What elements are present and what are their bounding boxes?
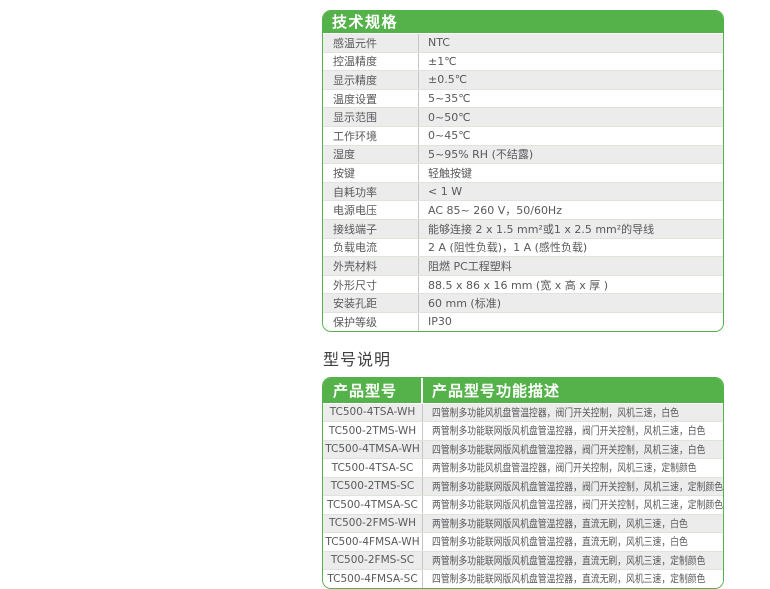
spec-row-value: 60 mm (标准) [428, 297, 502, 311]
model-table-row: TC500-4FMSA-SC 四管制多功能联网版风机盘管温控器，直流无刷，风机三… [323, 569, 723, 588]
model-row-desc-cell: 四管制多功能风机盘管温控器，阀门开关控制，风机三速，白色 [423, 404, 723, 422]
spec-row-label: 自耗功率 [323, 182, 419, 201]
spec-row-value: NTC [428, 36, 450, 50]
model-row-desc-cell: 两管制多功能联网版风机盘管温控器，阀门开关控制，风机三速，定制颜色 [423, 496, 723, 514]
spec-row-label: 外壳材料 [323, 257, 419, 275]
model-row-desc: 四管制多功能联网版风机盘管温控器，直流无刷，风机三速，白色 [432, 536, 688, 549]
spec-row-label: 显示范围 [323, 108, 419, 126]
spec-row-label: 显示精度 [323, 71, 419, 89]
model-table-row: TC500-4TMSA-WH 四管制多功能联网版风机盘管温控器，阀门开关控制，风… [323, 439, 723, 459]
model-table-row: TC500-2FMS-WH 两管制多功能联网版风机盘管温控器，直流无刷，风机三速… [323, 513, 723, 533]
spec-row-label: 控温精度 [323, 52, 419, 71]
model-row-model: TC500-4TMSA-SC [323, 496, 423, 514]
spec-table-row: 湿度 5~95% RH (不结露) [323, 144, 723, 164]
spec-table-row: 工作环境 0~45℃ [323, 125, 723, 145]
model-row-model: TC500-2TMS-SC [323, 477, 423, 495]
model-row-desc: 两管制多功能联网版风机盘管温控器，直流无刷，风机三速，定制颜色 [432, 554, 706, 567]
spec-row-value: IP30 [428, 315, 452, 329]
spec-table-row: 安装孔距 60 mm (标准) [323, 293, 723, 312]
spec-table-row: 自耗功率 < 1 W [323, 181, 723, 201]
spec-row-label: 感温元件 [323, 34, 419, 52]
spec-table-row: 温度设置 5~35℃ [323, 88, 723, 108]
model-row-desc: 四管制多功能联网版风机盘管温控器，阀门开关控制，风机三速，白色 [432, 443, 706, 456]
model-table-row: TC500-4TSA-SC 两管制多功能风机盘管温控器，阀门开关控制，风机三速，… [323, 458, 723, 477]
model-row-desc: 四管制多功能风机盘管温控器，阀门开关控制，风机三速，白色 [432, 406, 679, 419]
spec-table-row: 外形尺寸 88.5 x 86 x 16 mm (宽 x 高 x 厚 ) [323, 274, 723, 294]
model-table: 产品型号 产品型号功能描述 TC500-4TSA-WH 四管制多功能风机盘管温控… [322, 376, 724, 589]
model-row-desc: 两管制多功能联网版风机盘管温控器，阀门开关控制，风机三速，白色 [432, 425, 706, 438]
spec-table-row: 保护等级 IP30 [323, 311, 723, 331]
spec-row-value: ±1℃ [428, 54, 457, 68]
model-row-desc: 两管制多功能风机盘管温控器，阀门开关控制，风机三速，定制颜色 [432, 462, 697, 475]
spec-row-value: 轻触按键 [428, 166, 472, 180]
spec-table-row: 显示范围 0~50℃ [323, 107, 723, 126]
spec-table: 技术规格 感温元件 NTC 控温精度 ±1℃ 显示精度 ±0.5℃ 温度设置 5… [322, 10, 724, 332]
model-table-row: TC500-4FMSA-WH 四管制多功能联网版风机盘管温控器，直流无刷，风机三… [323, 532, 723, 551]
model-row-desc: 两管制多功能联网版风机盘管温控器，直流无刷，风机三速，白色 [432, 517, 688, 530]
spec-row-value: < 1 W [428, 185, 463, 199]
model-row-desc-cell: 两管制多功能联网版风机盘管温控器，直流无刷，风机三速，白色 [423, 515, 723, 533]
spec-row-value: 0~45℃ [428, 129, 471, 143]
spec-row-value: 阻燃 PC工程塑料 [428, 259, 512, 273]
spec-row-value: 88.5 x 86 x 16 mm (宽 x 高 x 厚 ) [428, 278, 609, 292]
spec-table-row: 负载电流 2 A (阻性负载)，1 A (感性负载) [323, 237, 723, 257]
spec-row-label: 工作环境 [323, 126, 419, 145]
model-row-model: TC500-2FMS-WH [323, 514, 423, 532]
spec-row-value: ±0.5℃ [428, 73, 468, 87]
spec-row-label: 负载电流 [323, 238, 419, 257]
spec-row-label: 按键 [323, 164, 419, 182]
spec-row-value: AC 85~ 260 V，50/60Hz [428, 204, 562, 218]
spec-row-label: 电源电压 [323, 201, 419, 219]
spec-table-row: 外壳材料 阻燃 PC工程塑料 [323, 256, 723, 275]
model-row-desc-cell: 四管制多功能联网版风机盘管温控器，直流无刷，风机三速，白色 [423, 533, 723, 551]
spec-row-value: 0~50℃ [428, 110, 471, 124]
model-header-product-model: 产品型号 [323, 377, 423, 403]
spec-row-label: 接线端子 [323, 219, 419, 238]
model-row-desc-cell: 四管制多功能联网版风机盘管温控器，直流无刷，风机三速，定制颜色 [423, 570, 723, 588]
model-table-row: TC500-4TMSA-SC 两管制多功能联网版风机盘管温控器，阀门开关控制，风… [323, 495, 723, 514]
model-row-model: TC500-4FMSA-WH [323, 533, 423, 551]
model-row-desc-cell: 两管制多功能联网版风机盘管温控器，阀门开关控制，风机三速，白色 [423, 422, 723, 440]
spec-table-title: 技术规格 [323, 11, 723, 33]
content-column: 技术规格 感温元件 NTC 控温精度 ±1℃ 显示精度 ±0.5℃ 温度设置 5… [322, 10, 724, 589]
model-table-rows: TC500-4TSA-WH 四管制多功能风机盘管温控器，阀门开关控制，风机三速，… [323, 402, 723, 588]
spec-table-row: 按键 轻触按键 [323, 163, 723, 182]
model-row-model: TC500-2FMS-SC [323, 551, 423, 569]
model-row-desc-cell: 两管制多功能联网版风机盘管温控器，阀门开关控制，风机三速，定制颜色 [423, 478, 723, 496]
spec-row-label: 保护等级 [323, 312, 419, 331]
model-row-desc: 两管制多功能联网版风机盘管温控器，阀门开关控制，风机三速，定制颜色 [432, 499, 723, 512]
model-table-row: TC500-2FMS-SC 两管制多功能联网版风机盘管温控器，直流无刷，风机三速… [323, 550, 723, 570]
spec-row-value: 能够连接 2 x 1.5 mm²或1 x 2.5 mm²的导线 [428, 222, 655, 236]
spec-row-label: 安装孔距 [323, 294, 419, 312]
spec-table-row: 电源电压 AC 85~ 260 V，50/60Hz [323, 200, 723, 219]
model-row-model: TC500-2TMS-WH [323, 422, 423, 440]
model-row-model: TC500-4TMSA-WH [323, 440, 423, 458]
model-table-row: TC500-2TMS-WH 两管制多功能联网版风机盘管温控器，阀门开关控制，风机… [323, 421, 723, 440]
model-table-row: TC500-4TSA-WH 四管制多功能风机盘管温控器，阀门开关控制，风机三速，… [323, 402, 723, 422]
model-row-desc-cell: 两管制多功能联网版风机盘管温控器，直流无刷，风机三速，定制颜色 [423, 552, 723, 570]
model-row-desc: 两管制多功能联网版风机盘管温控器，阀门开关控制，风机三速，定制颜色 [432, 480, 723, 493]
spec-table-row: 接线端子 能够连接 2 x 1.5 mm²或1 x 2.5 mm²的导线 [323, 218, 723, 238]
spec-row-label: 温度设置 [323, 89, 419, 108]
model-header-function-description: 产品型号功能描述 [432, 381, 561, 400]
model-table-header: 产品型号 产品型号功能描述 [323, 377, 723, 403]
spec-table-row: 显示精度 ±0.5℃ [323, 70, 723, 89]
model-row-desc-cell: 两管制多功能风机盘管温控器，阀门开关控制，风机三速，定制颜色 [423, 459, 723, 477]
spec-row-label: 湿度 [323, 145, 419, 164]
spec-table-row: 感温元件 NTC [323, 33, 723, 52]
model-row-model: TC500-4TSA-SC [323, 459, 423, 477]
spec-row-value: 2 A (阻性负载)，1 A (感性负载) [428, 241, 588, 255]
model-row-desc: 四管制多功能联网版风机盘管温控器，直流无刷，风机三速，定制颜色 [432, 573, 706, 586]
spec-table-rows: 感温元件 NTC 控温精度 ±1℃ 显示精度 ±0.5℃ 温度设置 5~35℃ … [323, 33, 723, 331]
spec-row-value: 5~95% RH (不结露) [428, 148, 534, 162]
model-row-model: TC500-4TSA-WH [323, 403, 423, 421]
spec-table-row: 控温精度 ±1℃ [323, 51, 723, 71]
spec-row-value: 5~35℃ [428, 92, 471, 106]
model-table-row: TC500-2TMS-SC 两管制多功能联网版风机盘管温控器，阀门开关控制，风机… [323, 476, 723, 496]
spec-row-label: 外形尺寸 [323, 275, 419, 294]
model-row-desc-cell: 四管制多功能联网版风机盘管温控器，阀门开关控制，风机三速，白色 [423, 441, 723, 459]
model-row-model: TC500-4FMSA-SC [323, 570, 423, 588]
model-section-title: 型号说明 [323, 349, 392, 369]
